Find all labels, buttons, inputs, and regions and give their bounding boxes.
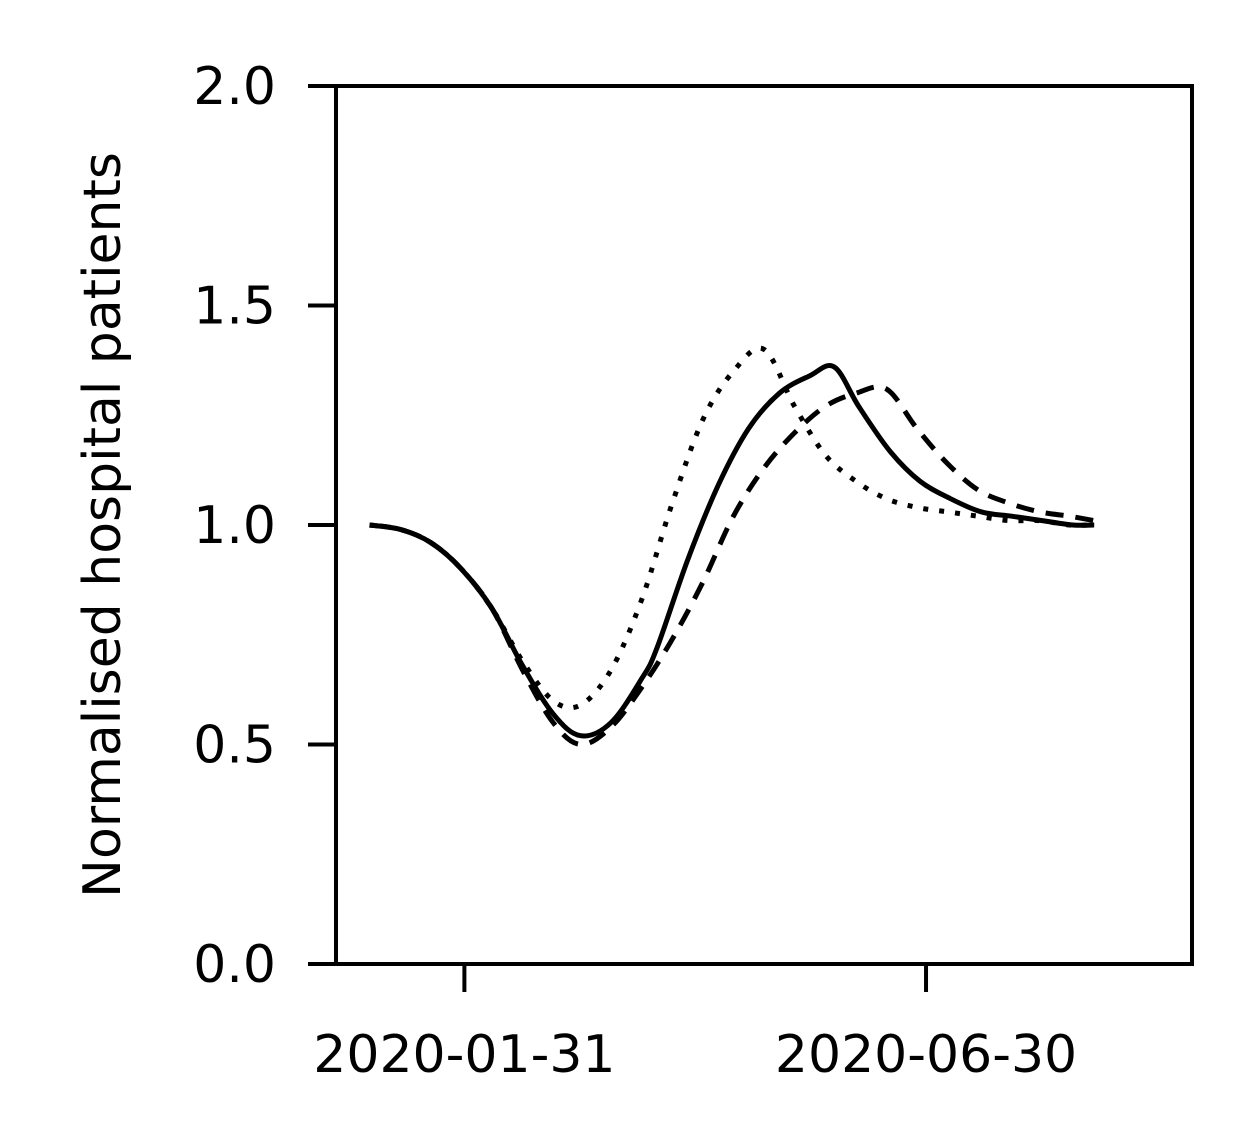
series-line-solid — [369, 363, 1095, 739]
y-tick-label: 0.5 — [193, 716, 276, 776]
y-tick-label: 2.0 — [193, 57, 276, 117]
y-tick-label: 1.0 — [193, 496, 276, 556]
y-tick-label: 1.5 — [193, 277, 276, 337]
y-tick-label: 0.0 — [193, 935, 276, 995]
x-tick-label: 2020-01-31 — [313, 1025, 615, 1085]
series-line-dotted — [369, 345, 1095, 711]
y-axis: 0.0 0.5 1.0 1.5 2.0 — [193, 57, 336, 995]
y-axis-label: Normalised hospital patients — [73, 152, 133, 898]
series-line-dashed — [369, 384, 1095, 747]
series-layer — [369, 345, 1095, 747]
x-axis: 2020-01-31 2020-06-30 — [313, 964, 1077, 1085]
x-tick-label: 2020-06-30 — [775, 1025, 1077, 1085]
